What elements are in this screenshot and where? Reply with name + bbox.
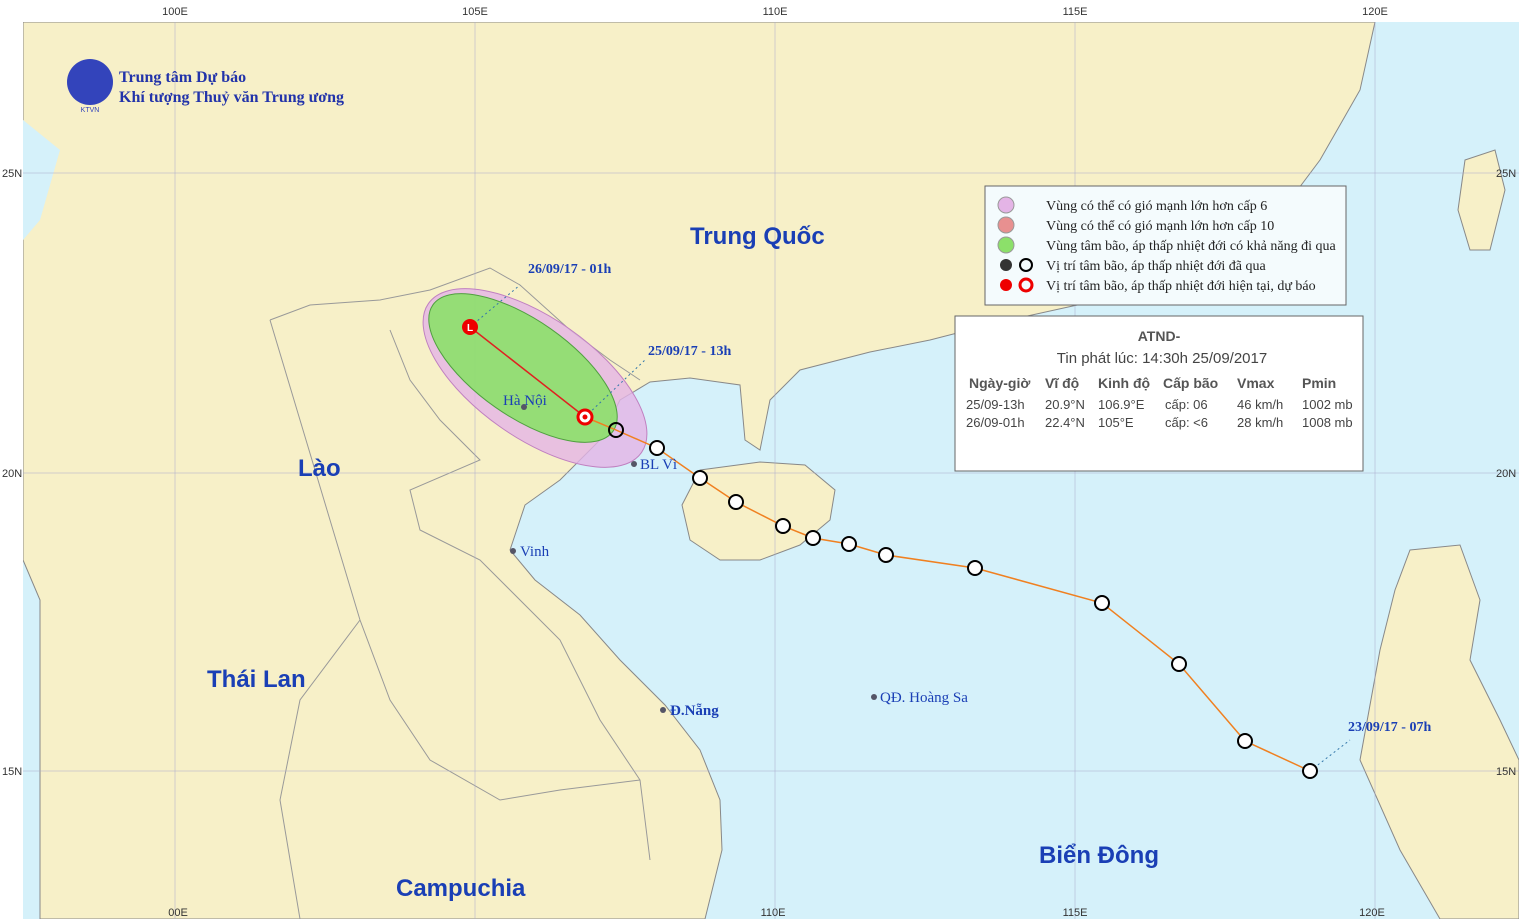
leader xyxy=(1309,739,1351,772)
forecast-mark: L xyxy=(467,323,473,334)
city: QĐ. Hoàng Sa xyxy=(880,690,968,706)
table-cell: 1002 mb xyxy=(1302,397,1353,412)
leader xyxy=(469,284,521,328)
city-dots xyxy=(510,404,877,713)
leader xyxy=(584,359,646,418)
past-positions xyxy=(608,422,1318,779)
table-header: Pmin xyxy=(1302,375,1336,391)
axis-label: 120E xyxy=(1362,6,1388,18)
table-cell: 25/09-13h xyxy=(966,397,1025,412)
past-track xyxy=(584,416,1311,772)
left-strip xyxy=(0,0,23,919)
axis-label: 20N xyxy=(1496,468,1516,480)
table-cell: 22.4°N xyxy=(1045,415,1085,430)
city: Vinh xyxy=(520,544,550,560)
axis-label: 15N xyxy=(2,766,22,778)
place: Biển Đông xyxy=(1039,842,1159,869)
table-header: Kinh độ xyxy=(1098,375,1150,391)
legend-icon xyxy=(1000,259,1012,271)
legend-icon xyxy=(997,236,1015,254)
axis-label: 115E xyxy=(1063,907,1088,919)
axis-label: 110E xyxy=(761,907,786,919)
table-cell: 26/09-01h xyxy=(966,415,1025,430)
table-cell: 28 km/h xyxy=(1237,415,1283,430)
table-header: Vĩ độ xyxy=(1045,375,1079,391)
table-cell: 105°E xyxy=(1098,415,1134,430)
table-header: Ngày-giờ xyxy=(969,375,1030,391)
axis-label: 25N xyxy=(1496,168,1516,180)
legend xyxy=(984,185,1347,306)
legend-icon xyxy=(1019,258,1033,272)
graticule xyxy=(23,22,1519,919)
bulletin xyxy=(954,315,1364,472)
legend-entry: Vùng có thể có gió mạnh lớn hơn cấp 10 xyxy=(1046,219,1274,234)
legend-entry: Vùng tâm bão, áp thấp nhiệt đới có khả n… xyxy=(1046,239,1336,254)
current-position-core xyxy=(582,414,588,420)
logo-text: KTVN xyxy=(81,107,100,114)
top-strip xyxy=(0,0,1519,22)
forecast-track xyxy=(469,326,586,418)
axis-label: 15N xyxy=(1496,766,1516,778)
table-header: Vmax xyxy=(1237,375,1275,391)
legend-entry: Vị trí tâm bão, áp thấp nhiệt đới hiện t… xyxy=(1046,279,1316,294)
axis-label: 20N xyxy=(2,468,22,480)
header-subtitle: Khí tượng Thuỷ văn Trung ương xyxy=(119,89,344,106)
table-cell: cấp: <6 xyxy=(1165,415,1208,430)
place: Lào xyxy=(298,455,341,482)
legend-entry: Vị trí tâm bão, áp thấp nhiệt đới đã qua xyxy=(1046,259,1266,274)
city: BL Vì xyxy=(640,457,677,473)
axis-label: 00E xyxy=(168,907,188,919)
legend-icon xyxy=(1000,279,1012,291)
place: Campuchia xyxy=(396,875,526,902)
table-cell: 46 km/h xyxy=(1237,397,1283,412)
table-cell: 1008 mb xyxy=(1302,415,1353,430)
table-header: Cấp bão xyxy=(1163,375,1218,391)
place: Thái Lan xyxy=(207,666,306,693)
forecast-position xyxy=(462,319,478,335)
track-label: 23/09/17 - 07h xyxy=(1348,720,1431,735)
legend-entry: Vùng có thể có gió mạnh lớn hơn cấp 6 xyxy=(1046,199,1267,214)
axis-label: 25N xyxy=(2,168,22,180)
axis-label: 100E xyxy=(162,6,188,18)
table-cell: 106.9°E xyxy=(1098,397,1145,412)
legend-icon xyxy=(997,196,1015,214)
bulletin-title: ATND- xyxy=(1138,328,1181,344)
legend-icon xyxy=(997,216,1015,234)
table-cell: cấp: 06 xyxy=(1165,397,1208,412)
axis-label: 120E xyxy=(1359,907,1385,919)
axis-label: 110E xyxy=(763,6,788,18)
axis-label: 115E xyxy=(1063,6,1088,18)
header-title: Trung tâm Dự báo xyxy=(119,69,246,86)
track-label: 26/09/17 - 01h xyxy=(528,262,611,277)
legend-icon xyxy=(1018,277,1034,293)
bulletin-issued: Tin phát lúc: 14:30h 25/09/2017 xyxy=(1057,350,1267,367)
logo xyxy=(67,59,113,105)
track-label: 25/09/17 - 13h xyxy=(648,344,731,359)
place: Trung Quốc xyxy=(690,223,825,250)
city: Hà Nội xyxy=(503,393,547,409)
table-cell: 20.9°N xyxy=(1045,397,1085,412)
axis-label: 105E xyxy=(462,6,488,18)
city: Đ.Nẵng xyxy=(670,703,719,719)
